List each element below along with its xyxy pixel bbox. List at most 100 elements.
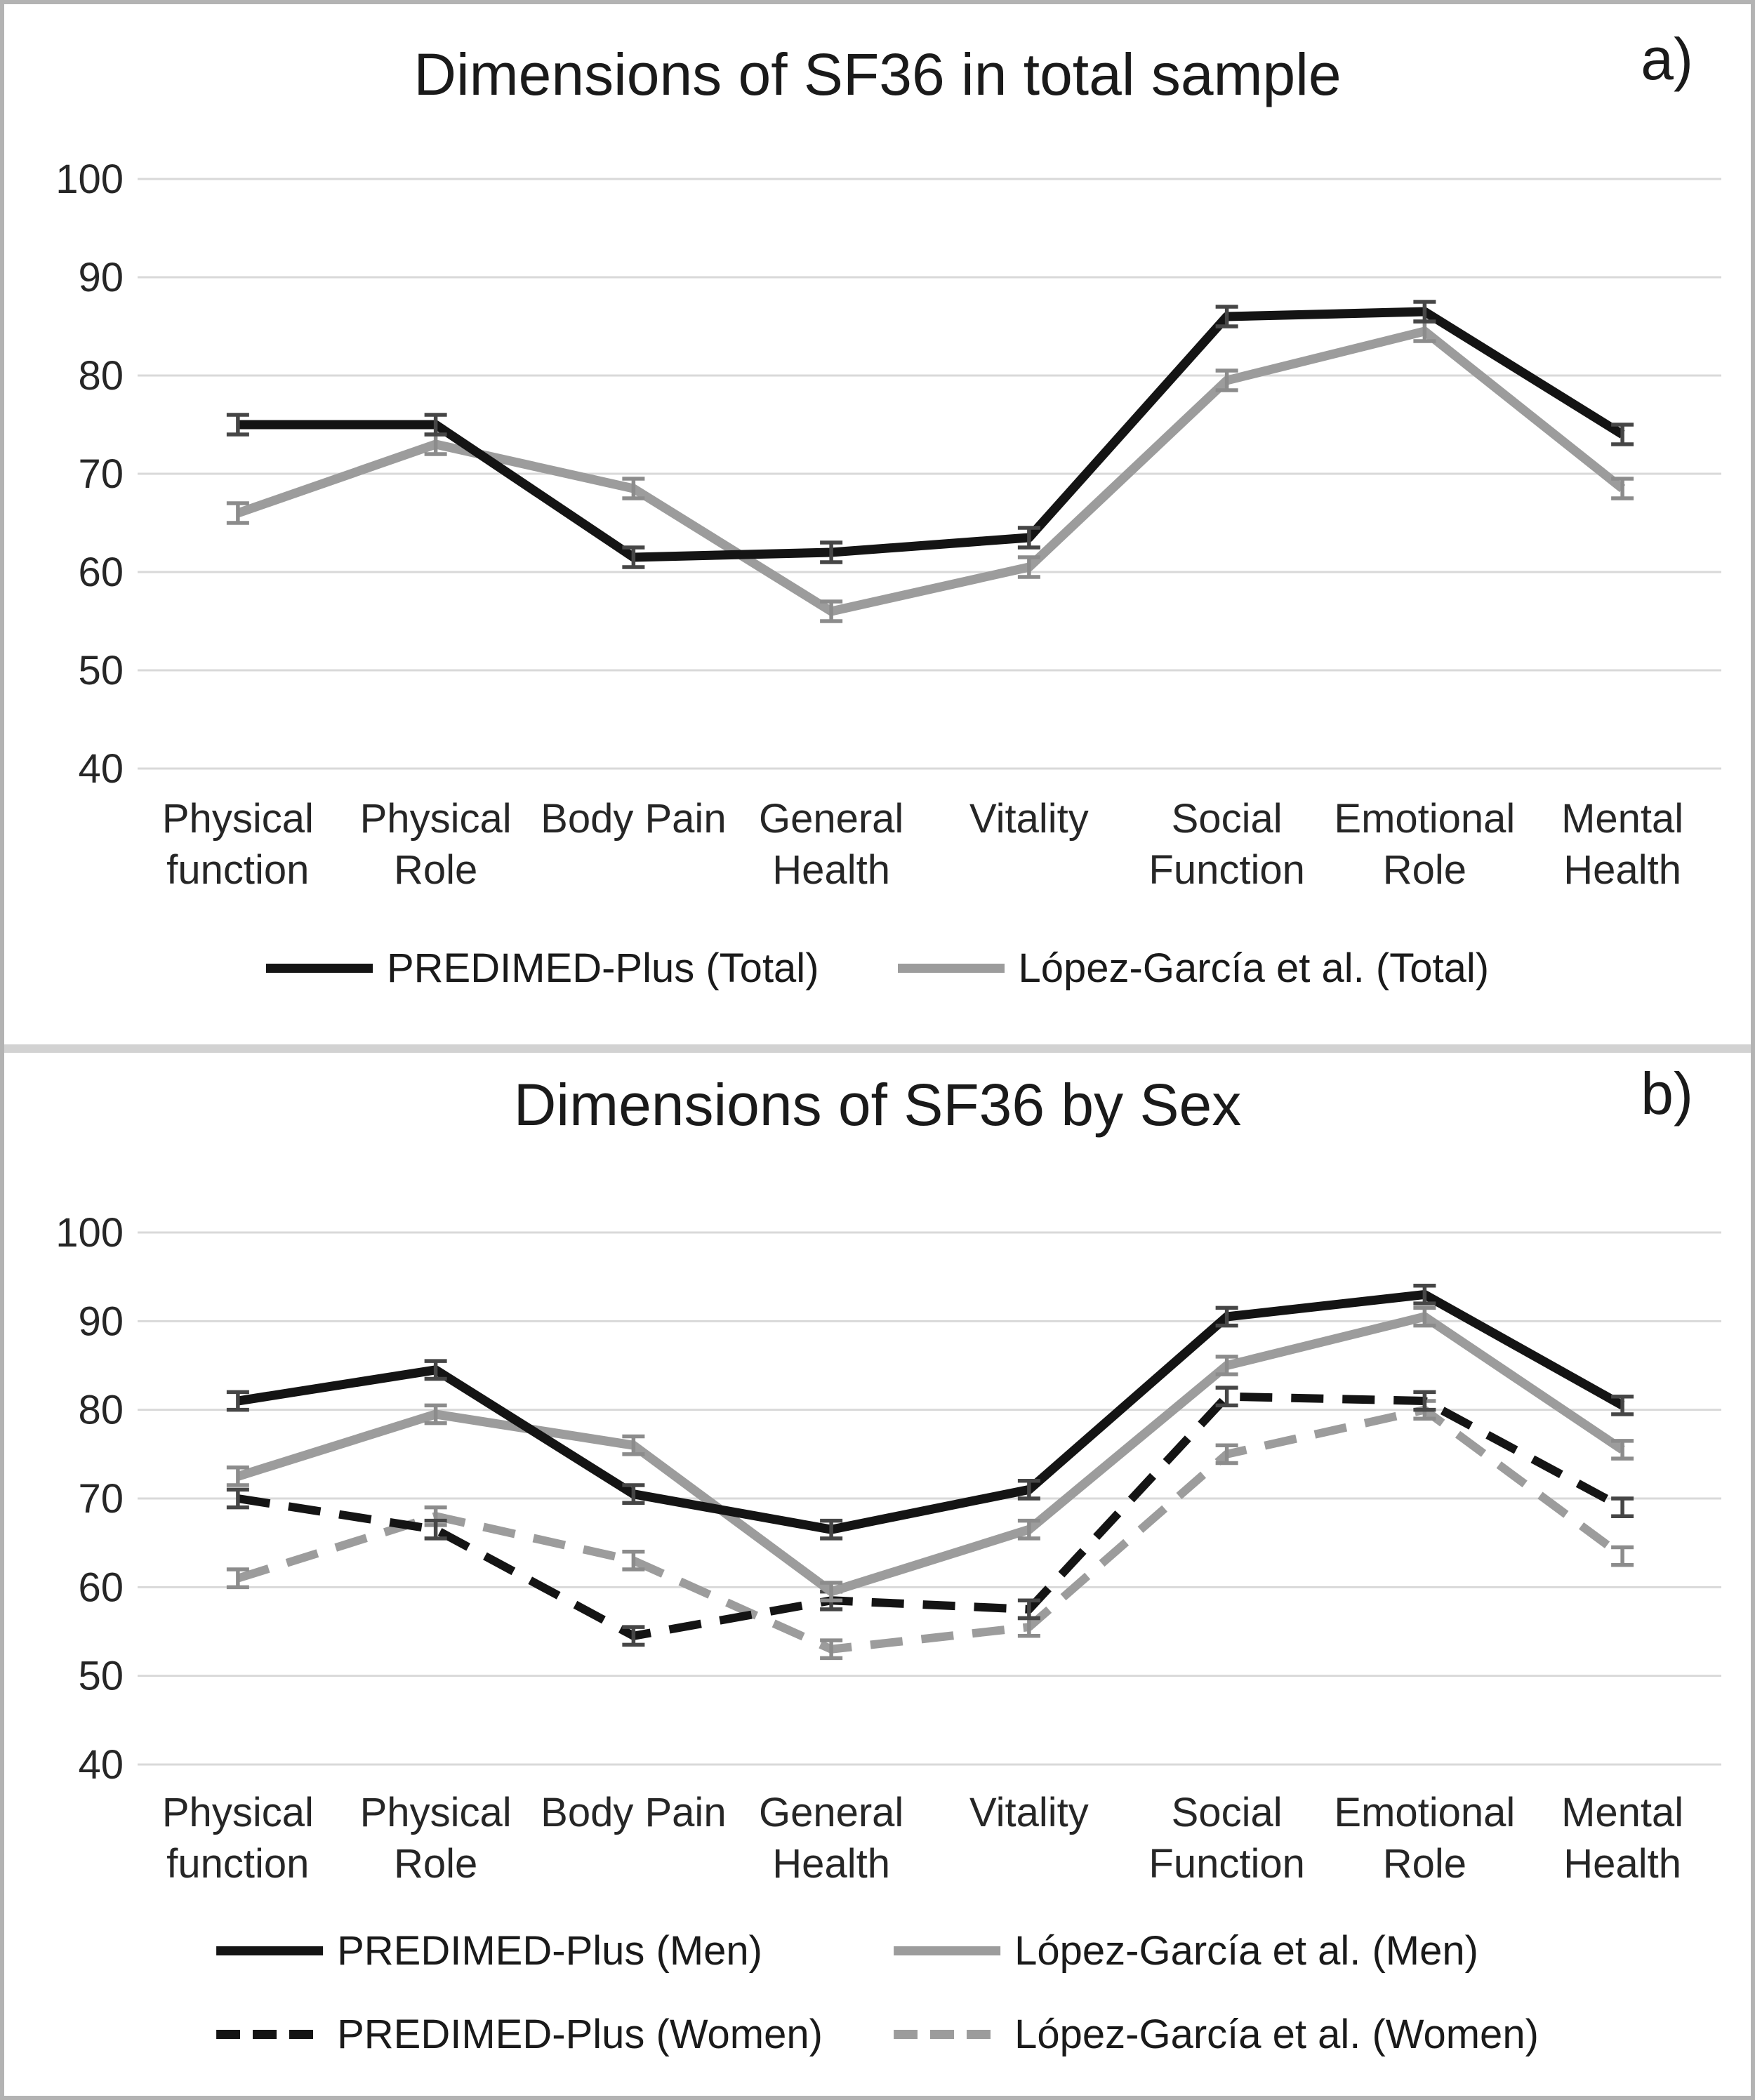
y-tick-label: 70: [78, 1476, 124, 1522]
error-bar: [820, 540, 843, 564]
legend-item-lopez-garcia-women: López-García et al. (Women): [894, 2011, 1539, 2058]
legend-label: López-García et al. (Women): [1014, 2012, 1539, 2057]
legend-swatch-line-icon: [216, 2030, 324, 2039]
series-line: [237, 1392, 1624, 1640]
category-label: function: [166, 1841, 309, 1887]
series-0: [226, 1284, 1634, 1541]
error-bar: [1017, 1518, 1040, 1541]
legend-swatch-line-icon: [216, 1946, 324, 1955]
y-tick-label: 100: [55, 157, 124, 202]
error-bar: [622, 1625, 645, 1647]
error-bar: [820, 1638, 843, 1661]
series-1: [226, 319, 1634, 623]
category-label: Role: [394, 1841, 477, 1887]
category-label: Mental: [1561, 796, 1683, 842]
error-bar: [1413, 1390, 1436, 1412]
category-label: Health: [1563, 1841, 1681, 1887]
error-bar: [226, 501, 249, 525]
chart-a-canvas: 100 90 80 70 60 50 40 Physical function Physical R…: [55, 157, 1721, 893]
y-tick-label: 90: [78, 255, 124, 300]
series-line: [236, 326, 1626, 616]
y-axis-tick-labels: 100 90 80 70 60 50 40: [55, 157, 124, 792]
error-bar: [226, 1487, 249, 1510]
error-bar: [226, 413, 249, 437]
category-label: Role: [1383, 847, 1466, 893]
category-label: Function: [1148, 1841, 1304, 1887]
category-label: Emotional: [1334, 1790, 1515, 1835]
legend-swatch-line-icon: [897, 964, 1005, 973]
x-axis-category-labels: Physical function Physical Role Body Pain Gen…: [162, 1790, 1683, 1887]
error-bar: [424, 1403, 447, 1426]
y-tick-label: 60: [78, 550, 124, 595]
error-bar: [1215, 305, 1238, 328]
category-label: Health: [772, 1841, 890, 1887]
error-bar: [1215, 368, 1238, 392]
error-bar: [1017, 526, 1040, 550]
category-label: Mental: [1561, 1790, 1683, 1835]
x-axis-category-labels: Physical function Physical Role Body Pain Gen…: [162, 796, 1683, 893]
y-tick-label: 80: [78, 1388, 124, 1433]
y-tick-label: 60: [78, 1564, 124, 1610]
category-label: Role: [1383, 1841, 1466, 1887]
category-label: Health: [1563, 847, 1681, 893]
category-label: Body Pain: [541, 1790, 726, 1835]
y-tick-label: 50: [78, 1654, 124, 1699]
panel-a-corner-label: a): [1641, 26, 1693, 92]
category-label: Health: [772, 847, 890, 893]
category-label: function: [166, 847, 309, 893]
error-bar: [622, 1434, 645, 1456]
series-1: [226, 1305, 1634, 1603]
series-3: [226, 1399, 1634, 1661]
chart-b-canvas: 100 90 80 70 60 50 40 Physical function Physical R…: [55, 1210, 1721, 1887]
y-tick-label: 40: [78, 746, 124, 792]
category-label: General: [759, 1790, 903, 1835]
legend-swatch-line-icon: [265, 964, 373, 973]
error-bar: [622, 545, 645, 569]
series-line: [237, 1405, 1625, 1654]
category-label: Emotional: [1334, 796, 1515, 842]
category-label: Role: [394, 847, 477, 893]
panel-b-corner-label: b): [1641, 1061, 1693, 1127]
error-bar: [1413, 1305, 1436, 1328]
error-bar: [1017, 555, 1040, 579]
y-tick-label: 100: [55, 1210, 124, 1256]
error-bar: [820, 599, 843, 623]
legend-item-lopez-garcia-men: López-García et al. (Men): [894, 1927, 1539, 1974]
y-tick-label: 70: [78, 451, 124, 497]
legend-item-predimed-total: PREDIMED-Plus (Total): [265, 945, 819, 992]
error-bar: [622, 1550, 645, 1571]
gridlines: [138, 178, 1721, 770]
error-bar: [424, 1359, 447, 1381]
panel-b-by-sex: Dimensions of SF36 by Sex b) 100 90 80 70 60…: [0, 1053, 1755, 2100]
error-bar: [820, 1518, 843, 1541]
legend-swatch-line-icon: [894, 2030, 1001, 2039]
error-bar: [226, 1390, 249, 1412]
gridlines: [138, 1231, 1721, 1766]
error-bar: [226, 1567, 249, 1590]
error-bar: [1413, 1284, 1436, 1305]
error-bar: [622, 477, 645, 500]
error-bar: [1611, 1439, 1634, 1461]
category-label: Body Pain: [541, 796, 726, 842]
series-0: [226, 300, 1634, 569]
legend-swatch-line-icon: [894, 1946, 1001, 1955]
error-bar: [1611, 477, 1634, 500]
category-label: Physical: [162, 1790, 314, 1835]
category-label: Vitality: [969, 1790, 1089, 1835]
category-label: Function: [1148, 847, 1304, 893]
chart-a-title: Dimensions of SF36 in total sample: [413, 41, 1342, 107]
category-label: Physical: [360, 796, 512, 842]
category-label: Social: [1172, 1790, 1283, 1835]
legend-label: PREDIMED-Plus (Total): [386, 945, 819, 991]
error-bar: [622, 1483, 645, 1506]
chart-b-title: Dimensions of SF36 by Sex: [513, 1072, 1242, 1138]
error-bar: [1413, 300, 1436, 324]
legend-label: PREDIMED-Plus (Men): [337, 1928, 762, 1974]
error-bar: [1611, 1496, 1634, 1519]
legend-b: PREDIMED-Plus (Men) López-García et al. …: [216, 1927, 1539, 2058]
error-bar: [424, 1518, 447, 1541]
error-bar: [424, 413, 447, 437]
legend-a: PREDIMED-Plus (Total) López-García et al…: [0, 945, 1755, 992]
y-tick-label: 80: [78, 353, 124, 399]
category-label: Vitality: [969, 796, 1089, 842]
